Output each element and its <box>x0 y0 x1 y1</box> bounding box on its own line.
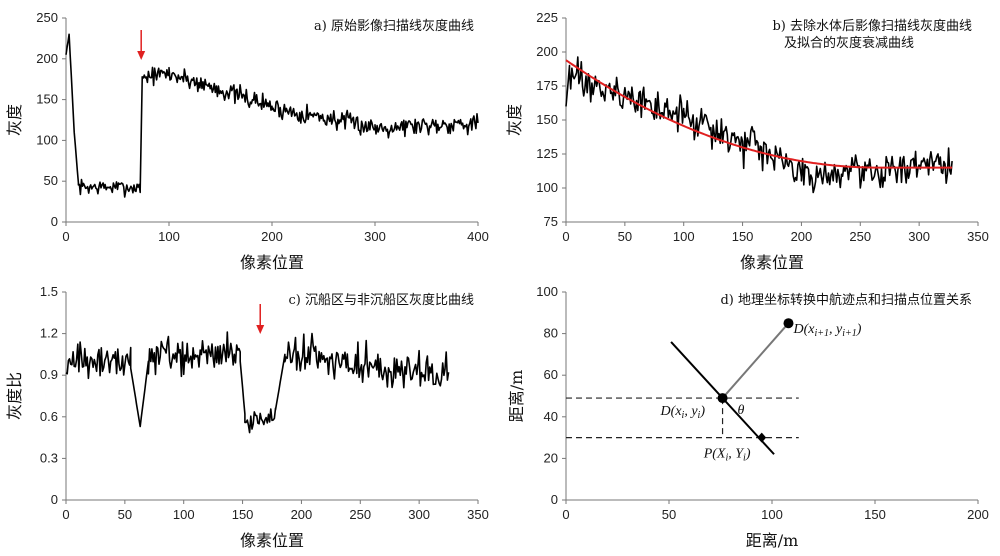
chart-3: 0 50 100 150 200 0 20 40 60 80 100 距离/m 距离/m d) 地理坐标转… <box>507 284 989 550</box>
chart-title: c) 沉船区与非沉船区灰度比曲线 <box>289 292 475 308</box>
x-tick-label: 350 <box>467 507 489 522</box>
y-tick-label: 0 <box>51 492 58 507</box>
y-axis-label: 距离/m <box>507 370 526 423</box>
red-arrow-head <box>256 325 265 334</box>
y-tick-label: 0.3 <box>40 450 58 465</box>
y-tick-label: 150 <box>536 112 558 127</box>
chart-title: a) 原始影像扫描线灰度曲线 <box>314 18 474 34</box>
chart-2: 0 50 100 150 200 250 300 350 0 0.3 0.6 0.9 1.2 1.5 像素位… <box>5 284 489 550</box>
series-line <box>565 56 953 194</box>
x-tick-label: 300 <box>364 229 386 244</box>
connector-line <box>721 322 790 399</box>
series-line <box>65 331 450 434</box>
x-tick-label: 350 <box>967 229 989 244</box>
y-tick-label: 20 <box>544 450 558 465</box>
y-tick-label: 100 <box>536 180 558 195</box>
x-tick-label: 150 <box>732 229 754 244</box>
series-line <box>65 33 479 198</box>
point-D-i <box>717 393 728 404</box>
y-tick-label: 0.6 <box>40 409 58 424</box>
label-D-i: D(xi, yi) <box>660 404 706 421</box>
x-tick-label: 300 <box>908 229 930 244</box>
point-D-i1 <box>783 318 794 329</box>
x-tick-label: 0 <box>562 229 569 244</box>
y-tick-label: 125 <box>536 146 558 161</box>
x-tick-label: 0 <box>62 229 69 244</box>
x-tick-label: 100 <box>673 229 695 244</box>
chart-title: b) 去除水体后影像扫描线灰度曲线 <box>772 18 972 34</box>
label-P-i: P(Xi, Yi) <box>703 447 751 464</box>
y-axis-label: 灰度 <box>505 104 524 136</box>
x-tick-label: 250 <box>349 507 371 522</box>
x-tick-label: 100 <box>173 507 195 522</box>
x-tick-label: 50 <box>118 507 132 522</box>
label-theta: θ <box>738 403 745 418</box>
y-tick-label: 0.9 <box>40 367 58 382</box>
chart-0: 0 100 200 300 400 0 50 100 150 200 250 像素位置 灰度 a) 原始影… <box>5 10 489 272</box>
x-tick-label: 0 <box>562 507 569 522</box>
y-tick-label: 50 <box>44 173 58 188</box>
y-axis-label: 灰度 <box>5 104 24 136</box>
y-tick-label: 250 <box>36 10 58 25</box>
y-tick-label: 100 <box>536 284 558 299</box>
x-tick-label: 250 <box>849 229 871 244</box>
y-tick-label: 100 <box>36 132 58 147</box>
point-P-i <box>757 432 767 443</box>
x-tick-label: 200 <box>261 229 283 244</box>
y-tick-label: 1.2 <box>40 326 58 341</box>
x-tick-label: 50 <box>618 229 632 244</box>
x-tick-label: 200 <box>791 229 813 244</box>
x-tick-label: 200 <box>291 507 313 522</box>
x-tick-label: 100 <box>158 229 180 244</box>
x-tick-label: 200 <box>967 507 989 522</box>
label-D-i1: D(xi+1, yi+1) <box>792 322 861 339</box>
y-tick-label: 200 <box>536 44 558 59</box>
y-tick-label: 225 <box>536 10 558 25</box>
y-tick-label: 150 <box>36 92 58 107</box>
x-tick-label: 0 <box>62 507 69 522</box>
y-axis-label: 灰度比 <box>5 372 24 420</box>
y-tick-label: 0 <box>551 492 558 507</box>
x-tick-label: 400 <box>467 229 489 244</box>
y-tick-label: 80 <box>544 326 558 341</box>
y-tick-label: 0 <box>51 214 58 229</box>
chart-title: d) 地理坐标转换中航迹点和扫描点位置关系 <box>720 292 972 308</box>
chart-subtitle: 及拟合的灰度衰减曲线 <box>784 35 914 51</box>
y-tick-label: 60 <box>544 367 558 382</box>
y-tick-label: 75 <box>544 214 558 229</box>
x-tick-label: 300 <box>408 507 430 522</box>
fit-curve <box>565 59 953 169</box>
x-axis-label: 像素位置 <box>740 253 804 272</box>
y-tick-label: 1.5 <box>40 284 58 299</box>
y-tick-label: 40 <box>544 409 558 424</box>
x-axis-label: 像素位置 <box>240 531 304 550</box>
y-tick-label: 175 <box>536 78 558 93</box>
x-axis-label: 像素位置 <box>240 253 304 272</box>
red-arrow-head <box>137 51 146 60</box>
x-tick-label: 150 <box>232 507 254 522</box>
x-tick-label: 100 <box>761 507 783 522</box>
x-tick-label: 150 <box>864 507 886 522</box>
x-axis-label: 距离/m <box>746 531 799 550</box>
chart-1: 0 50 100 150 200 250 300 350 75 100 125 150 175 200 22… <box>505 10 989 272</box>
y-tick-label: 200 <box>36 51 58 66</box>
x-tick-label: 50 <box>662 507 676 522</box>
